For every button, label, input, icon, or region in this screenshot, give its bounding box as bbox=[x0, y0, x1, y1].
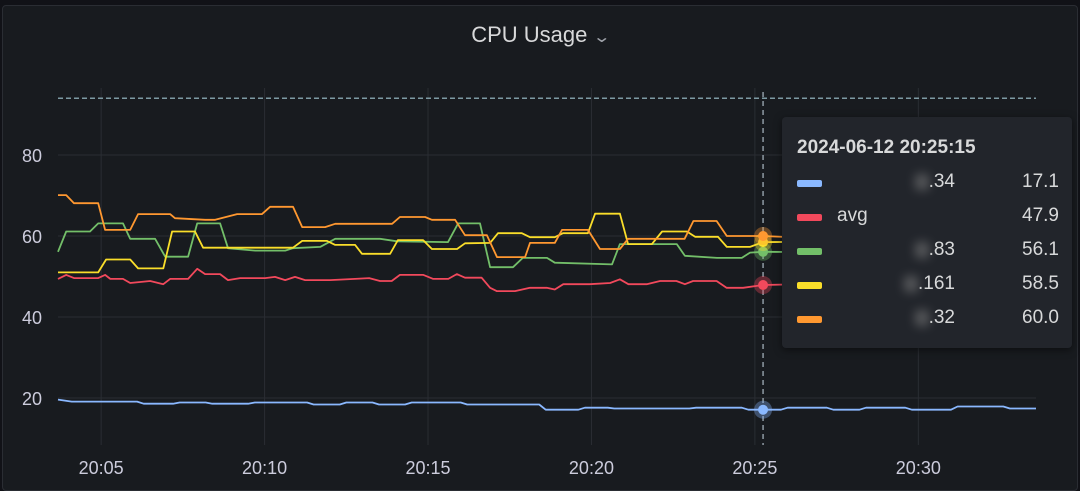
x-tick-label: 20:05 bbox=[79, 458, 124, 478]
hover-point bbox=[758, 231, 769, 241]
series-label: .34 bbox=[914, 171, 955, 193]
redacted-blur bbox=[914, 173, 929, 190]
series-color-swatch bbox=[797, 248, 822, 255]
series-name: avg bbox=[837, 205, 868, 226]
x-tick-label: 20:15 bbox=[405, 458, 450, 478]
series-value: 47.9 bbox=[1022, 205, 1059, 226]
series-value: 17.1 bbox=[1022, 171, 1059, 192]
series-label: .161 bbox=[904, 273, 955, 295]
tooltip-row: .83 56.1 bbox=[797, 239, 1059, 269]
y-tick-label: 40 bbox=[22, 308, 42, 328]
panel-title[interactable]: CPU Usage ⌄ bbox=[0, 22, 1080, 48]
y-tick-label: 80 bbox=[22, 146, 42, 166]
series-line-1 bbox=[57, 267, 1037, 293]
series-label: .83 bbox=[914, 239, 955, 261]
redacted-blur bbox=[914, 241, 929, 258]
series-line-0 bbox=[57, 398, 1036, 411]
series-value: 60.0 bbox=[1022, 307, 1059, 328]
tooltip-row: .161 58.5 bbox=[797, 273, 1059, 303]
series-color-swatch bbox=[797, 214, 822, 221]
series-color-swatch bbox=[797, 282, 822, 289]
redacted-blur bbox=[914, 309, 929, 326]
x-tick-label: 20:25 bbox=[732, 458, 777, 478]
tooltip-time: 2024-06-12 20:25:15 bbox=[797, 137, 976, 158]
x-tick-label: 20:10 bbox=[242, 458, 287, 478]
series-line-4 bbox=[58, 194, 1037, 259]
tooltip-row: .32 60.0 bbox=[797, 307, 1059, 337]
chevron-down-icon[interactable]: ⌄ bbox=[592, 29, 612, 46]
x-tick-label: 20:20 bbox=[569, 458, 614, 478]
series-value: 56.1 bbox=[1022, 239, 1059, 260]
panel-title-text: CPU Usage bbox=[471, 22, 588, 47]
y-tick-label: 60 bbox=[22, 227, 42, 247]
x-tick-label: 20:30 bbox=[896, 458, 941, 478]
series-color-swatch bbox=[797, 180, 822, 187]
tooltip-row: .34 17.1 bbox=[797, 171, 1059, 201]
hover-point bbox=[758, 280, 769, 291]
series-color-swatch bbox=[797, 316, 822, 323]
series-value: 58.5 bbox=[1022, 273, 1059, 294]
tooltip-row: avg 47.9 bbox=[797, 205, 1059, 235]
redacted-blur bbox=[904, 275, 919, 292]
series-label: .32 bbox=[914, 307, 955, 329]
hover-point bbox=[758, 246, 769, 257]
y-tick-label: 20 bbox=[22, 389, 42, 409]
tooltip: 2024-06-12 20:25:15 .34 17.1 avg 47.9 .83 56.… bbox=[782, 117, 1072, 348]
hover-point bbox=[758, 404, 769, 415]
